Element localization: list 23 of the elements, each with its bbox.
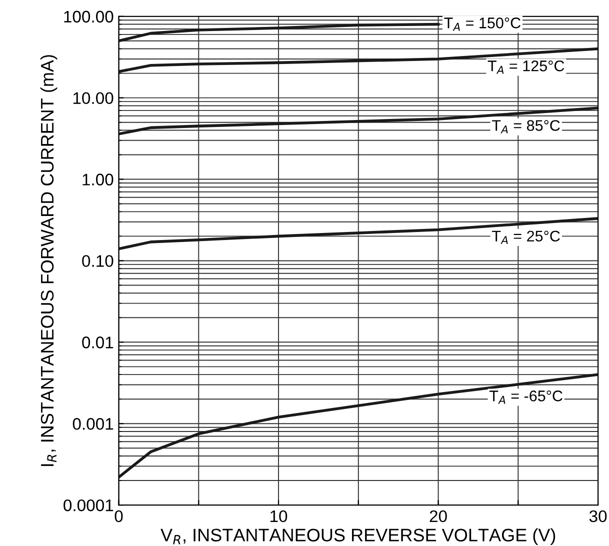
x-tick-label: 20 bbox=[430, 510, 447, 522]
y-tick-label: 0.0001 bbox=[64, 499, 114, 512]
series-label: T$_{A}$ = -65°C bbox=[490, 390, 562, 404]
y-tick-label: 0.001 bbox=[72, 418, 114, 430]
series-label: T$_{A}$ = 25°C bbox=[492, 230, 560, 244]
series-label: T$_{A}$ = 85°C bbox=[492, 120, 560, 134]
y-tick-label: 0.10 bbox=[82, 255, 114, 267]
line-series bbox=[118, 22, 440, 42]
line-series bbox=[118, 47, 598, 73]
series-label: T$_{A}$ = 125°C bbox=[488, 60, 564, 74]
line-series bbox=[118, 373, 598, 479]
y-tick-label: 1.00 bbox=[82, 174, 114, 186]
y-tick-label: 0.01 bbox=[82, 336, 114, 348]
y-tick-label: 10.00 bbox=[73, 92, 114, 104]
line-series bbox=[118, 217, 598, 250]
x-tick-label: 10 bbox=[270, 510, 288, 522]
x-tick-label: 30 bbox=[589, 510, 607, 522]
series-label: T$_{A}$ = 150°C bbox=[444, 18, 521, 31]
y-tick-label: 100.00 bbox=[64, 10, 114, 23]
y-axis-title: I$_{R}$, INSTANTANEOUS FORWARD CURRENT (mA) bbox=[40, 55, 58, 466]
x-tick-label: 0 bbox=[114, 510, 123, 522]
line-series bbox=[118, 106, 598, 136]
x-axis-title: V$_{R}$, INSTANTANEOUS REVERSE VOLTAGE (V) bbox=[160, 528, 556, 546]
